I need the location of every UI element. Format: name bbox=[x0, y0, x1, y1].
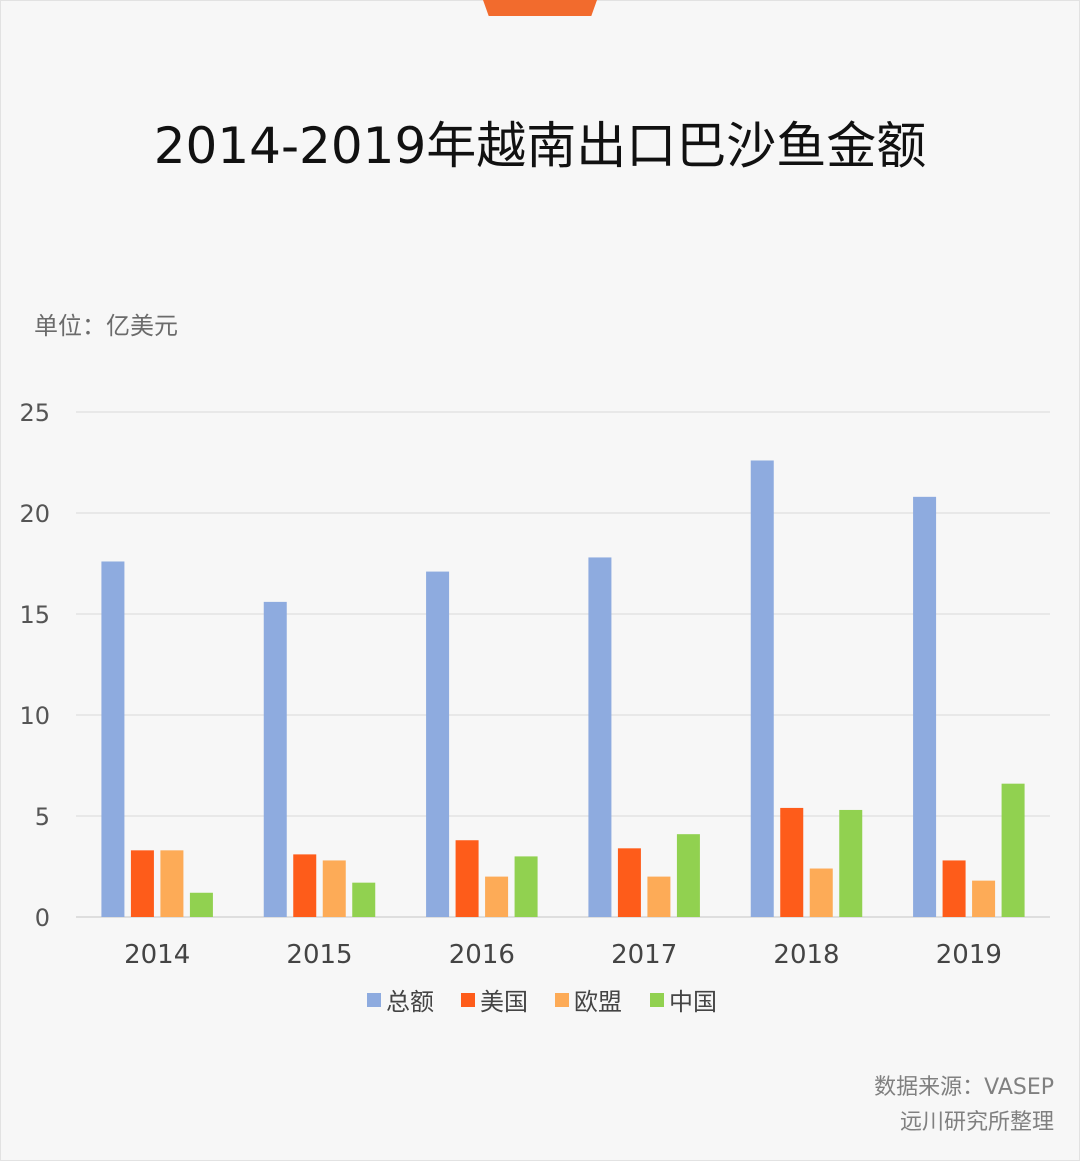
bar bbox=[485, 876, 509, 917]
bar bbox=[780, 807, 804, 917]
bar bbox=[160, 850, 184, 917]
bar bbox=[839, 809, 863, 917]
y-tick-label: 0 bbox=[35, 904, 50, 932]
y-tick-label: 5 bbox=[35, 803, 50, 831]
legend-label: 中国 bbox=[669, 988, 717, 1016]
x-tick-label: 2014 bbox=[124, 940, 190, 970]
credit-text: 远川研究所整理 bbox=[899, 1110, 1054, 1135]
bar bbox=[293, 854, 317, 917]
y-tick-label: 15 bbox=[19, 601, 50, 629]
x-tick-label: 2015 bbox=[286, 940, 352, 970]
bar bbox=[588, 557, 612, 917]
y-tick-label: 10 bbox=[19, 702, 50, 730]
legend-label: 美国 bbox=[480, 988, 528, 1016]
unit-label: 单位：亿美元 bbox=[34, 312, 178, 340]
bar bbox=[352, 882, 376, 917]
legend-swatch bbox=[367, 993, 381, 1007]
chart-title: 2014-2019年越南出口巴沙鱼金额 bbox=[153, 117, 927, 175]
legend-swatch bbox=[461, 993, 475, 1007]
bar bbox=[809, 868, 833, 917]
bar bbox=[647, 876, 671, 917]
bar bbox=[676, 834, 700, 917]
bar bbox=[913, 496, 937, 917]
bar bbox=[189, 892, 213, 917]
legend-label: 欧盟 bbox=[574, 988, 622, 1016]
legend-swatch bbox=[555, 993, 569, 1007]
y-tick-label: 20 bbox=[19, 500, 50, 528]
source-text: 数据来源：VASEP bbox=[874, 1075, 1054, 1100]
legend-label: 总额 bbox=[386, 988, 434, 1016]
bar bbox=[426, 571, 450, 917]
bar bbox=[972, 880, 996, 917]
bar bbox=[617, 848, 641, 917]
x-tick-label: 2017 bbox=[611, 940, 677, 970]
x-tick-label: 2016 bbox=[449, 940, 515, 970]
bar bbox=[942, 860, 966, 917]
bar bbox=[322, 860, 346, 917]
legend-swatch bbox=[650, 993, 664, 1007]
bar bbox=[130, 850, 154, 917]
source-note: 数据来源：VASEP 远川研究所整理 bbox=[874, 1070, 1054, 1140]
x-tick-label: 2019 bbox=[936, 940, 1002, 970]
bar bbox=[514, 856, 538, 917]
bar bbox=[1001, 783, 1025, 917]
x-tick-label: 2018 bbox=[773, 940, 839, 970]
bar bbox=[101, 561, 125, 917]
bar bbox=[455, 840, 479, 917]
bar bbox=[263, 601, 287, 917]
top-accent-tab bbox=[483, 0, 597, 16]
bar bbox=[750, 460, 774, 917]
y-tick-label: 25 bbox=[19, 399, 50, 427]
